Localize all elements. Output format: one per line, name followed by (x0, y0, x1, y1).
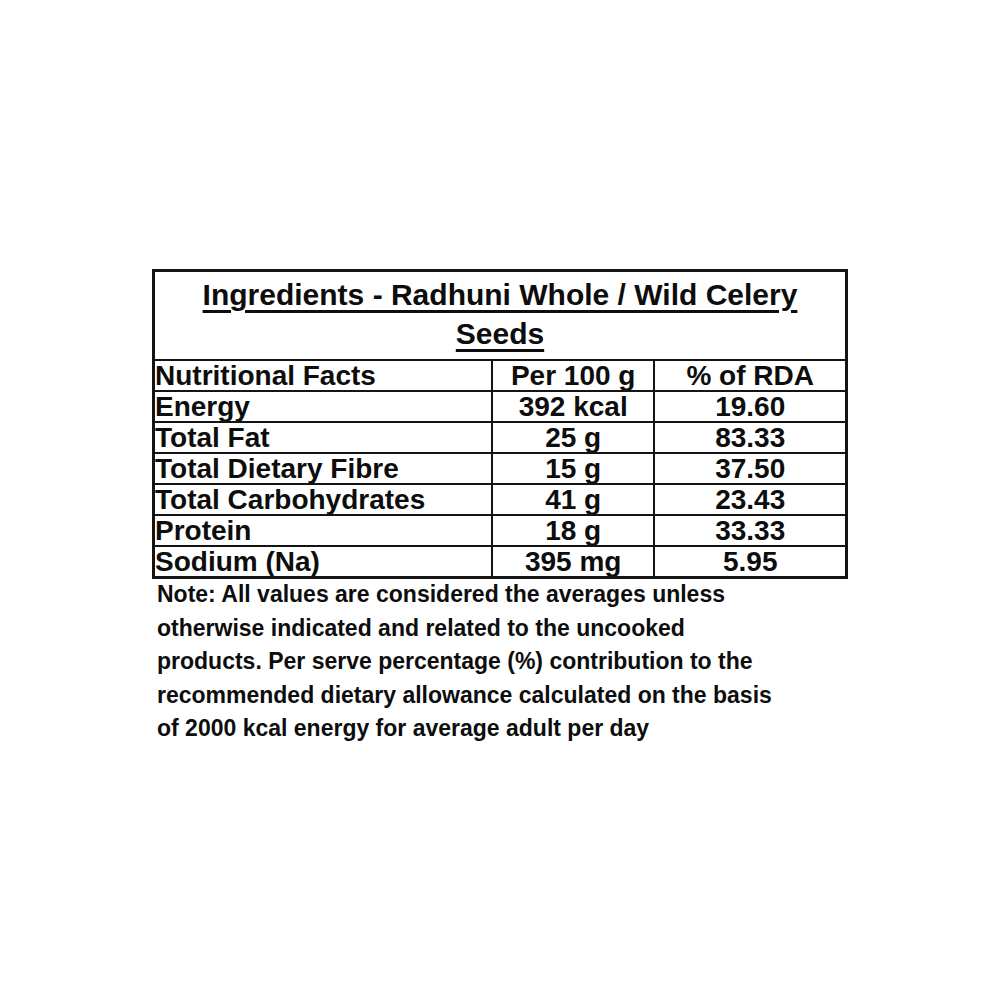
note-line: otherwise indicated and related to the u… (157, 612, 877, 646)
note-text: Note: All values are considered the aver… (157, 578, 877, 746)
fact-value: 41 g (492, 484, 654, 515)
fact-name: Total Dietary Fibre (155, 453, 492, 484)
note-line: recommended dietary allowance calculated… (157, 679, 877, 713)
nutrition-table: Nutritional Facts Per 100 g % of RDA Ene… (155, 361, 845, 576)
fact-rda: 83.33 (654, 422, 845, 453)
note-line: of 2000 kcal energy for average adult pe… (157, 712, 877, 746)
label-title: Ingredients - Radhuni Whole / Wild Celer… (155, 272, 845, 361)
fact-name: Total Fat (155, 422, 492, 453)
header-percent-rda: % of RDA (654, 361, 845, 391)
fact-value: 395 mg (492, 546, 654, 576)
note-line: Note: All values are considered the aver… (157, 578, 877, 612)
fact-value: 15 g (492, 453, 654, 484)
table-row: Sodium (Na) 395 mg 5.95 (155, 546, 845, 576)
fact-rda: 23.43 (654, 484, 845, 515)
fact-rda: 33.33 (654, 515, 845, 546)
note-line: products. Per serve percentage (%) contr… (157, 645, 877, 679)
fact-rda: 5.95 (654, 546, 845, 576)
fact-name: Energy (155, 391, 492, 422)
table-row: Total Carbohydrates 41 g 23.43 (155, 484, 845, 515)
table-row: Total Dietary Fibre 15 g 37.50 (155, 453, 845, 484)
fact-name: Protein (155, 515, 492, 546)
fact-value: 25 g (492, 422, 654, 453)
fact-name: Sodium (Na) (155, 546, 492, 576)
title-line-2: Seeds (155, 316, 845, 352)
fact-rda: 37.50 (654, 453, 845, 484)
header-per-100g: Per 100 g (492, 361, 654, 391)
header-nutritional-facts: Nutritional Facts (155, 361, 492, 391)
table-row: Total Fat 25 g 83.33 (155, 422, 845, 453)
title-line-1: Ingredients - Radhuni Whole / Wild Celer… (155, 277, 845, 313)
table-row: Protein 18 g 33.33 (155, 515, 845, 546)
nutrition-label: Ingredients - Radhuni Whole / Wild Celer… (152, 269, 848, 579)
fact-rda: 19.60 (654, 391, 845, 422)
table-header-row: Nutritional Facts Per 100 g % of RDA (155, 361, 845, 391)
fact-value: 392 kcal (492, 391, 654, 422)
table-row: Energy 392 kcal 19.60 (155, 391, 845, 422)
fact-name: Total Carbohydrates (155, 484, 492, 515)
fact-value: 18 g (492, 515, 654, 546)
